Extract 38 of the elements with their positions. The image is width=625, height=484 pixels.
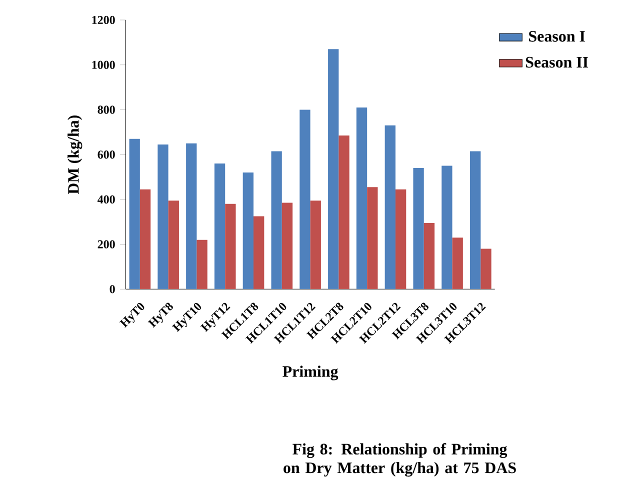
legend-label: Season I (529, 31, 585, 42)
bar (186, 143, 197, 290)
y-axis-title: DM (kg/ha) (68, 116, 82, 194)
bar (196, 240, 208, 290)
bar (424, 223, 435, 290)
y-tick-label: 400 (98, 196, 115, 204)
bar (129, 139, 140, 290)
bar (271, 151, 282, 290)
y-tick-label: 800 (98, 106, 115, 114)
bar (384, 126, 396, 290)
bar (338, 136, 350, 290)
bar (214, 164, 226, 290)
bar (452, 238, 463, 290)
bar (254, 216, 264, 290)
bar (300, 110, 310, 290)
bar (158, 144, 168, 290)
caption: Fig 8: Relationship of Priming on Dry Matter (kg/ha) at 75 DAS (284, 443, 516, 477)
bar (480, 248, 492, 290)
bar (242, 172, 254, 290)
bar (470, 151, 481, 290)
legend-label: Season II (526, 56, 588, 68)
y-tick-label: 200 (98, 240, 115, 248)
y-tick-label: 1200 (92, 16, 115, 24)
bar (282, 202, 293, 290)
y-tick-label: 1000 (92, 60, 115, 70)
bar (442, 166, 452, 290)
bar (168, 200, 179, 290)
bar (356, 108, 368, 290)
y-tick-label: 600 (98, 150, 115, 159)
x-axis-title: Priming (282, 366, 338, 380)
bar (310, 200, 321, 290)
bar (328, 49, 339, 290)
bar (395, 189, 406, 290)
bar (140, 189, 151, 290)
bar (225, 204, 236, 290)
bar (413, 168, 424, 290)
y-tick-label: 0 (110, 285, 115, 294)
bar (367, 187, 378, 290)
